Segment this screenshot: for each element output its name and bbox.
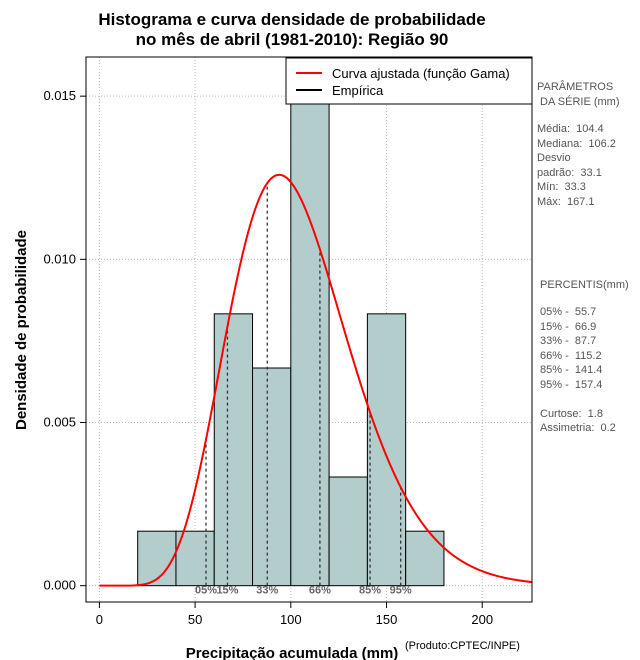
histogram-bar-0 (137, 530, 177, 587)
histogram-bar-1 (175, 530, 215, 587)
y-tick-label-2: 0.010 (43, 251, 76, 266)
gamma-curve-line (99, 173, 533, 587)
y-tick-label-0: 0.000 (43, 578, 76, 593)
legend-label-empirical: Empírica (332, 83, 384, 98)
percentis-body: 05% - 55.7 15% - 66.9 33% - 87.7 66% - 1… (540, 306, 616, 434)
percentile-label-1: 15% (216, 585, 238, 597)
y-axis-label: Densidade de probabilidade (13, 230, 30, 430)
legend: Curva ajustada (função Gama) Empírica (285, 57, 533, 105)
axis-ticks: 0 50 100 150 200 0.000 0.005 0.010 0.015 (43, 88, 493, 627)
y-tick-label-3: 0.015 (43, 88, 76, 103)
y-tick-label-1: 0.005 (43, 415, 76, 430)
percentile-markers: 05% 15% 33% 66% 85% 95% (195, 183, 412, 597)
histogram-bar-6 (366, 313, 407, 587)
x-tick-label-2: 100 (280, 612, 302, 627)
histogram-bar-3 (252, 367, 292, 587)
histogram-bar-5 (328, 476, 368, 587)
histogram-bar-2 (213, 313, 254, 587)
histogram-bars (137, 95, 445, 587)
percentile-label-2: 33% (256, 585, 278, 597)
percentile-label-4: 85% (359, 585, 381, 597)
x-tick-label-3: 150 (376, 612, 398, 627)
percentile-label-5: 95% (390, 585, 412, 597)
density-curve (99, 173, 533, 587)
series-params-body: Média: 104.4 Mediana: 106.2 Desvio padrã… (537, 123, 616, 208)
percentile-label-3: 66% (309, 585, 331, 597)
product-credit: (Produto:CPTEC/INPE) (405, 640, 520, 652)
histogram-bar-4 (290, 95, 330, 587)
x-axis-label: Precipitação acumulada (mm) (186, 645, 399, 660)
chart-title-line1: Histograma e curva densidade de probabil… (98, 10, 485, 29)
legend-box (285, 57, 533, 105)
plot-frame (85, 56, 533, 603)
chart-title-line2: no mês de abril (1981-2010): Região 90 (136, 30, 449, 49)
percentile-label-0: 05% (195, 585, 217, 597)
series-params-title: PARÂMETROS DA SÉRIE (mm) (537, 81, 620, 108)
legend-label-curve: Curva ajustada (função Gama) (332, 66, 510, 81)
x-tick-label-0: 0 (96, 612, 103, 627)
x-tick-label-4: 200 (471, 612, 493, 627)
percentis-title: PERCENTIS(mm) (537, 279, 629, 291)
x-tick-label-1: 50 (188, 612, 202, 627)
histogram-bar-7 (405, 530, 445, 587)
